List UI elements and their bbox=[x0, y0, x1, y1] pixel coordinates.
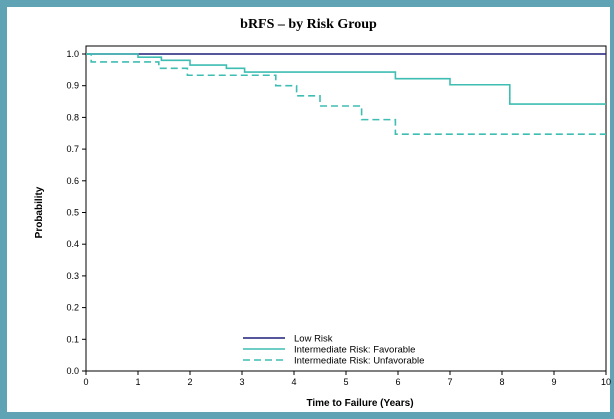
series-line-2 bbox=[86, 53, 606, 136]
y-tick-label: 0.9 bbox=[66, 81, 79, 91]
y-tick-label: 0.4 bbox=[66, 239, 79, 249]
legend-label-1: Intermediate Risk: Favorable bbox=[294, 345, 415, 356]
x-tick-label: 4 bbox=[291, 377, 296, 387]
x-tick-label: 3 bbox=[239, 377, 244, 387]
y-tick-label: 0.7 bbox=[66, 144, 79, 154]
x-tick-label: 5 bbox=[343, 377, 348, 387]
y-tick-label: 0.2 bbox=[66, 303, 79, 313]
x-tick-label: 9 bbox=[551, 377, 556, 387]
y-tick-label: 0.6 bbox=[66, 176, 79, 186]
x-tick-label: 1 bbox=[135, 377, 140, 387]
series-line-1 bbox=[86, 53, 606, 105]
y-tick-label: 0.1 bbox=[66, 334, 79, 344]
x-tick-label: 0 bbox=[83, 377, 88, 387]
x-tick-label: 2 bbox=[187, 377, 192, 387]
legend-label-2: Intermediate Risk: Unfavorable bbox=[294, 356, 424, 367]
y-tick-label: 1.0 bbox=[66, 49, 79, 59]
legend-label-0: Low Risk bbox=[294, 334, 333, 345]
plot-area bbox=[85, 45, 607, 372]
x-tick-label: 6 bbox=[395, 377, 400, 387]
x-tick-label: 8 bbox=[499, 377, 504, 387]
y-tick-label: 0.5 bbox=[66, 208, 79, 218]
x-tick-label: 10 bbox=[601, 377, 611, 387]
y-tick-label: 0.3 bbox=[66, 271, 79, 281]
y-axis-label: Probability bbox=[34, 186, 45, 238]
y-tick-label: 0.0 bbox=[66, 366, 79, 376]
x-axis-label: Time to Failure (Years) bbox=[306, 398, 413, 409]
y-tick-label: 0.8 bbox=[66, 112, 79, 122]
x-tick-label: 7 bbox=[447, 377, 452, 387]
chart-title: bRFS – by Risk Group bbox=[240, 17, 377, 32]
